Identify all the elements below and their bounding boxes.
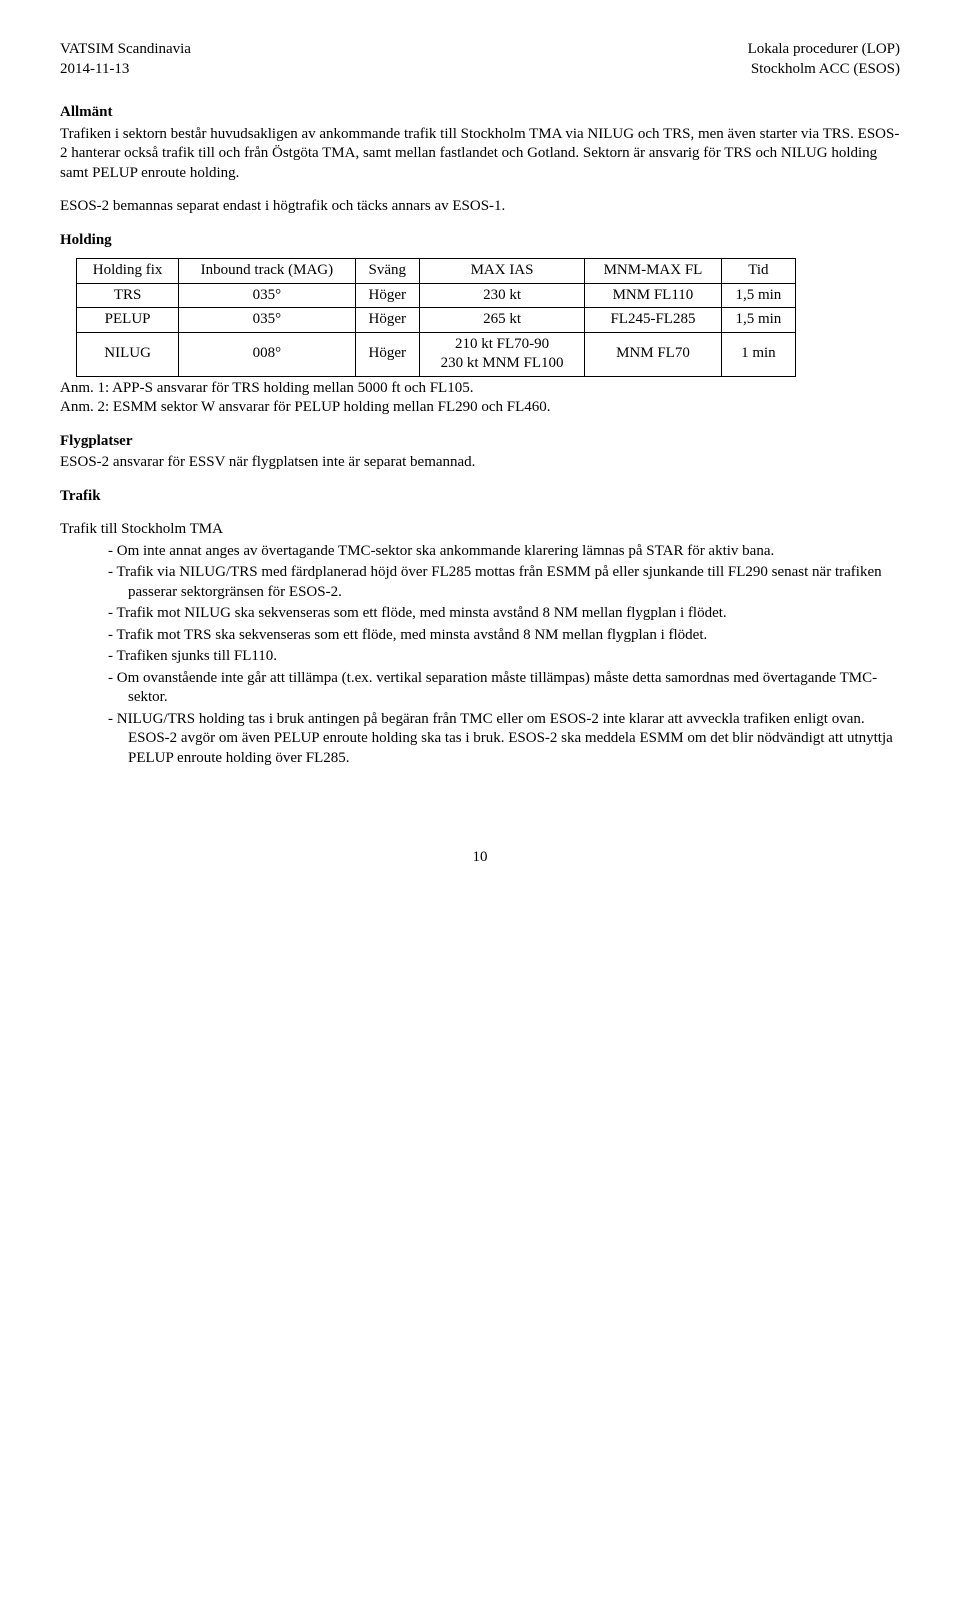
col-mnmmax: MNM-MAX FL xyxy=(585,259,722,284)
list-item: Trafik mot TRS ska sekvenseras som ett f… xyxy=(108,626,900,646)
section-flygplatser-title: Flygplatser xyxy=(60,432,900,452)
allmant-p2: ESOS-2 bemannas separat endast i högtraf… xyxy=(60,197,900,217)
cell: 1,5 min xyxy=(721,308,795,333)
holding-note-1: Anm. 1: APP-S ansvarar för TRS holding m… xyxy=(60,379,900,399)
col-maxias: MAX IAS xyxy=(419,259,584,284)
cell: MNM FL70 xyxy=(585,332,722,376)
page-header: VATSIM Scandinavia 2014-11-13 Lokala pro… xyxy=(60,40,900,79)
table-row: PELUP 035° Höger 265 kt FL245-FL285 1,5 … xyxy=(77,308,796,333)
cell: Höger xyxy=(355,308,419,333)
list-item: Trafiken sjunks till FL110. xyxy=(108,647,900,667)
header-right: Lokala procedurer (LOP) Stockholm ACC (E… xyxy=(748,40,900,79)
cell: 230 kt xyxy=(419,283,584,308)
cell: TRS xyxy=(77,283,179,308)
col-tid: Tid xyxy=(721,259,795,284)
list-item: Trafik via NILUG/TRS med färdplanerad hö… xyxy=(108,563,900,602)
header-org: VATSIM Scandinavia xyxy=(60,40,191,60)
cell: 265 kt xyxy=(419,308,584,333)
cell: Höger xyxy=(355,283,419,308)
holding-note-2: Anm. 2: ESMM sektor W ansvarar för PELUP… xyxy=(60,398,900,418)
list-item: NILUG/TRS holding tas i bruk antingen på… xyxy=(108,710,900,769)
header-date: 2014-11-13 xyxy=(60,60,191,80)
holding-table: Holding fix Inbound track (MAG) Sväng MA… xyxy=(76,258,796,377)
cell: NILUG xyxy=(77,332,179,376)
holding-notes: Anm. 1: APP-S ansvarar för TRS holding m… xyxy=(60,379,900,418)
col-fix: Holding fix xyxy=(77,259,179,284)
allmant-p1: Trafiken i sektorn består huvudsakligen … xyxy=(60,125,900,184)
list-item: Om inte annat anges av övertagande TMC-s… xyxy=(108,542,900,562)
cell: MNM FL110 xyxy=(585,283,722,308)
cell: 035° xyxy=(179,308,355,333)
header-left: VATSIM Scandinavia 2014-11-13 xyxy=(60,40,191,79)
cell: 210 kt FL70-90 230 kt MNM FL100 xyxy=(419,332,584,376)
page-number: 10 xyxy=(60,848,900,868)
section-holding-title: Holding xyxy=(60,231,900,251)
cell: PELUP xyxy=(77,308,179,333)
cell: Höger xyxy=(355,332,419,376)
flygplatser-text: ESOS-2 ansvarar för ESSV när flygplatsen… xyxy=(60,453,900,473)
list-item: Trafik mot NILUG ska sekvenseras som ett… xyxy=(108,604,900,624)
header-doc-type: Lokala procedurer (LOP) xyxy=(748,40,900,60)
cell: 008° xyxy=(179,332,355,376)
section-trafik-title: Trafik xyxy=(60,487,900,507)
section-allmant-title: Allmänt xyxy=(60,103,900,123)
cell: FL245-FL285 xyxy=(585,308,722,333)
col-svang: Sväng xyxy=(355,259,419,284)
cell: 1,5 min xyxy=(721,283,795,308)
trafik-subhead: Trafik till Stockholm TMA xyxy=(60,520,900,540)
header-unit: Stockholm ACC (ESOS) xyxy=(748,60,900,80)
table-row: TRS 035° Höger 230 kt MNM FL110 1,5 min xyxy=(77,283,796,308)
table-row: NILUG 008° Höger 210 kt FL70-90 230 kt M… xyxy=(77,332,796,376)
cell: 035° xyxy=(179,283,355,308)
list-item: Om ovanstående inte går att tillämpa (t.… xyxy=(108,669,900,708)
trafik-list: Om inte annat anges av övertagande TMC-s… xyxy=(60,542,900,769)
cell: 1 min xyxy=(721,332,795,376)
col-inbound: Inbound track (MAG) xyxy=(179,259,355,284)
table-header-row: Holding fix Inbound track (MAG) Sväng MA… xyxy=(77,259,796,284)
